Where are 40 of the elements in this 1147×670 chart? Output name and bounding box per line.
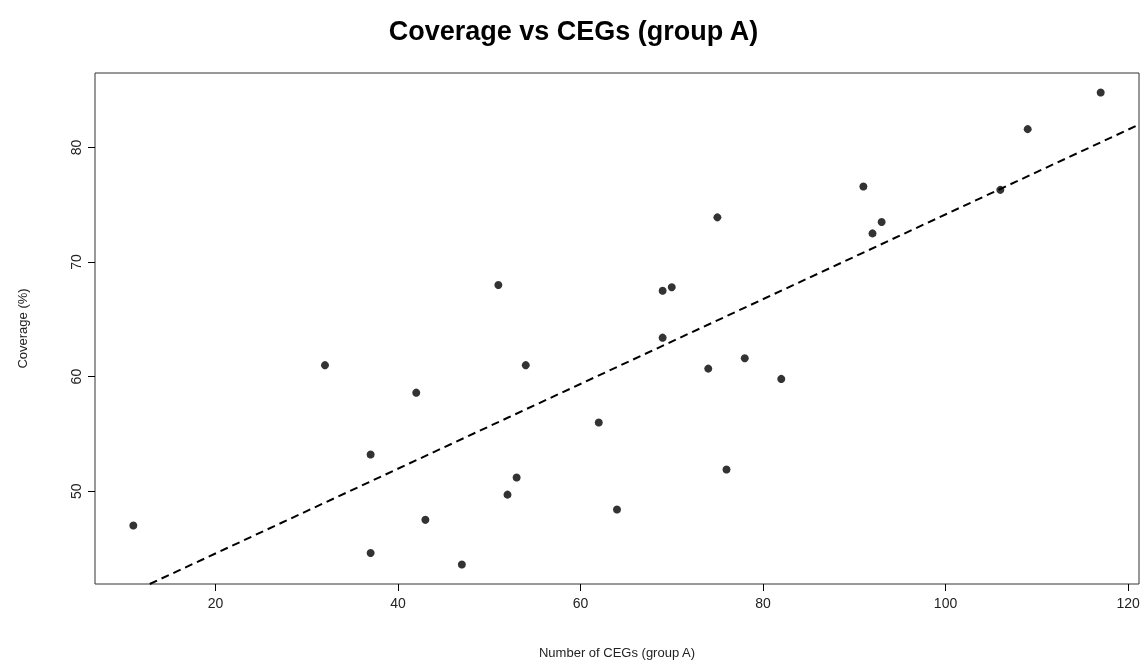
point <box>412 388 421 397</box>
y-axis-title: Coverage (%) <box>15 288 30 369</box>
y-tick-label: 70 <box>68 254 84 270</box>
x-tick-label: 120 <box>1116 595 1140 611</box>
point <box>366 549 375 558</box>
point <box>704 364 713 373</box>
point <box>421 515 430 524</box>
x-axis-title: Number of CEGs (group A) <box>538 645 696 660</box>
x-tick-label: 100 <box>933 595 958 611</box>
point <box>494 280 503 289</box>
point <box>1023 125 1032 134</box>
point <box>366 450 375 459</box>
point <box>777 374 786 383</box>
x-tick-label: 20 <box>207 595 224 611</box>
point <box>658 286 667 295</box>
point <box>320 361 329 370</box>
point <box>740 354 749 363</box>
x-tick-label: 80 <box>755 595 772 611</box>
point <box>868 229 877 238</box>
point <box>658 333 667 342</box>
point <box>859 182 868 191</box>
point <box>512 473 521 482</box>
point <box>503 490 512 499</box>
x-tick-label: 40 <box>390 595 406 611</box>
x-tick-label: 60 <box>572 595 589 611</box>
point <box>594 418 603 427</box>
point <box>129 521 138 530</box>
point <box>457 560 466 569</box>
y-tick-label: 80 <box>68 139 84 156</box>
point <box>722 465 731 474</box>
y-tick-label: 50 <box>68 483 84 499</box>
chart-title: Coverage vs CEGs (group A) <box>388 15 759 46</box>
point <box>996 185 1005 194</box>
point <box>713 213 722 222</box>
y-tick-label: 60 <box>68 368 84 385</box>
point <box>667 283 676 292</box>
point <box>1096 88 1105 97</box>
point <box>521 361 530 370</box>
point <box>613 505 621 514</box>
point <box>877 217 886 226</box>
